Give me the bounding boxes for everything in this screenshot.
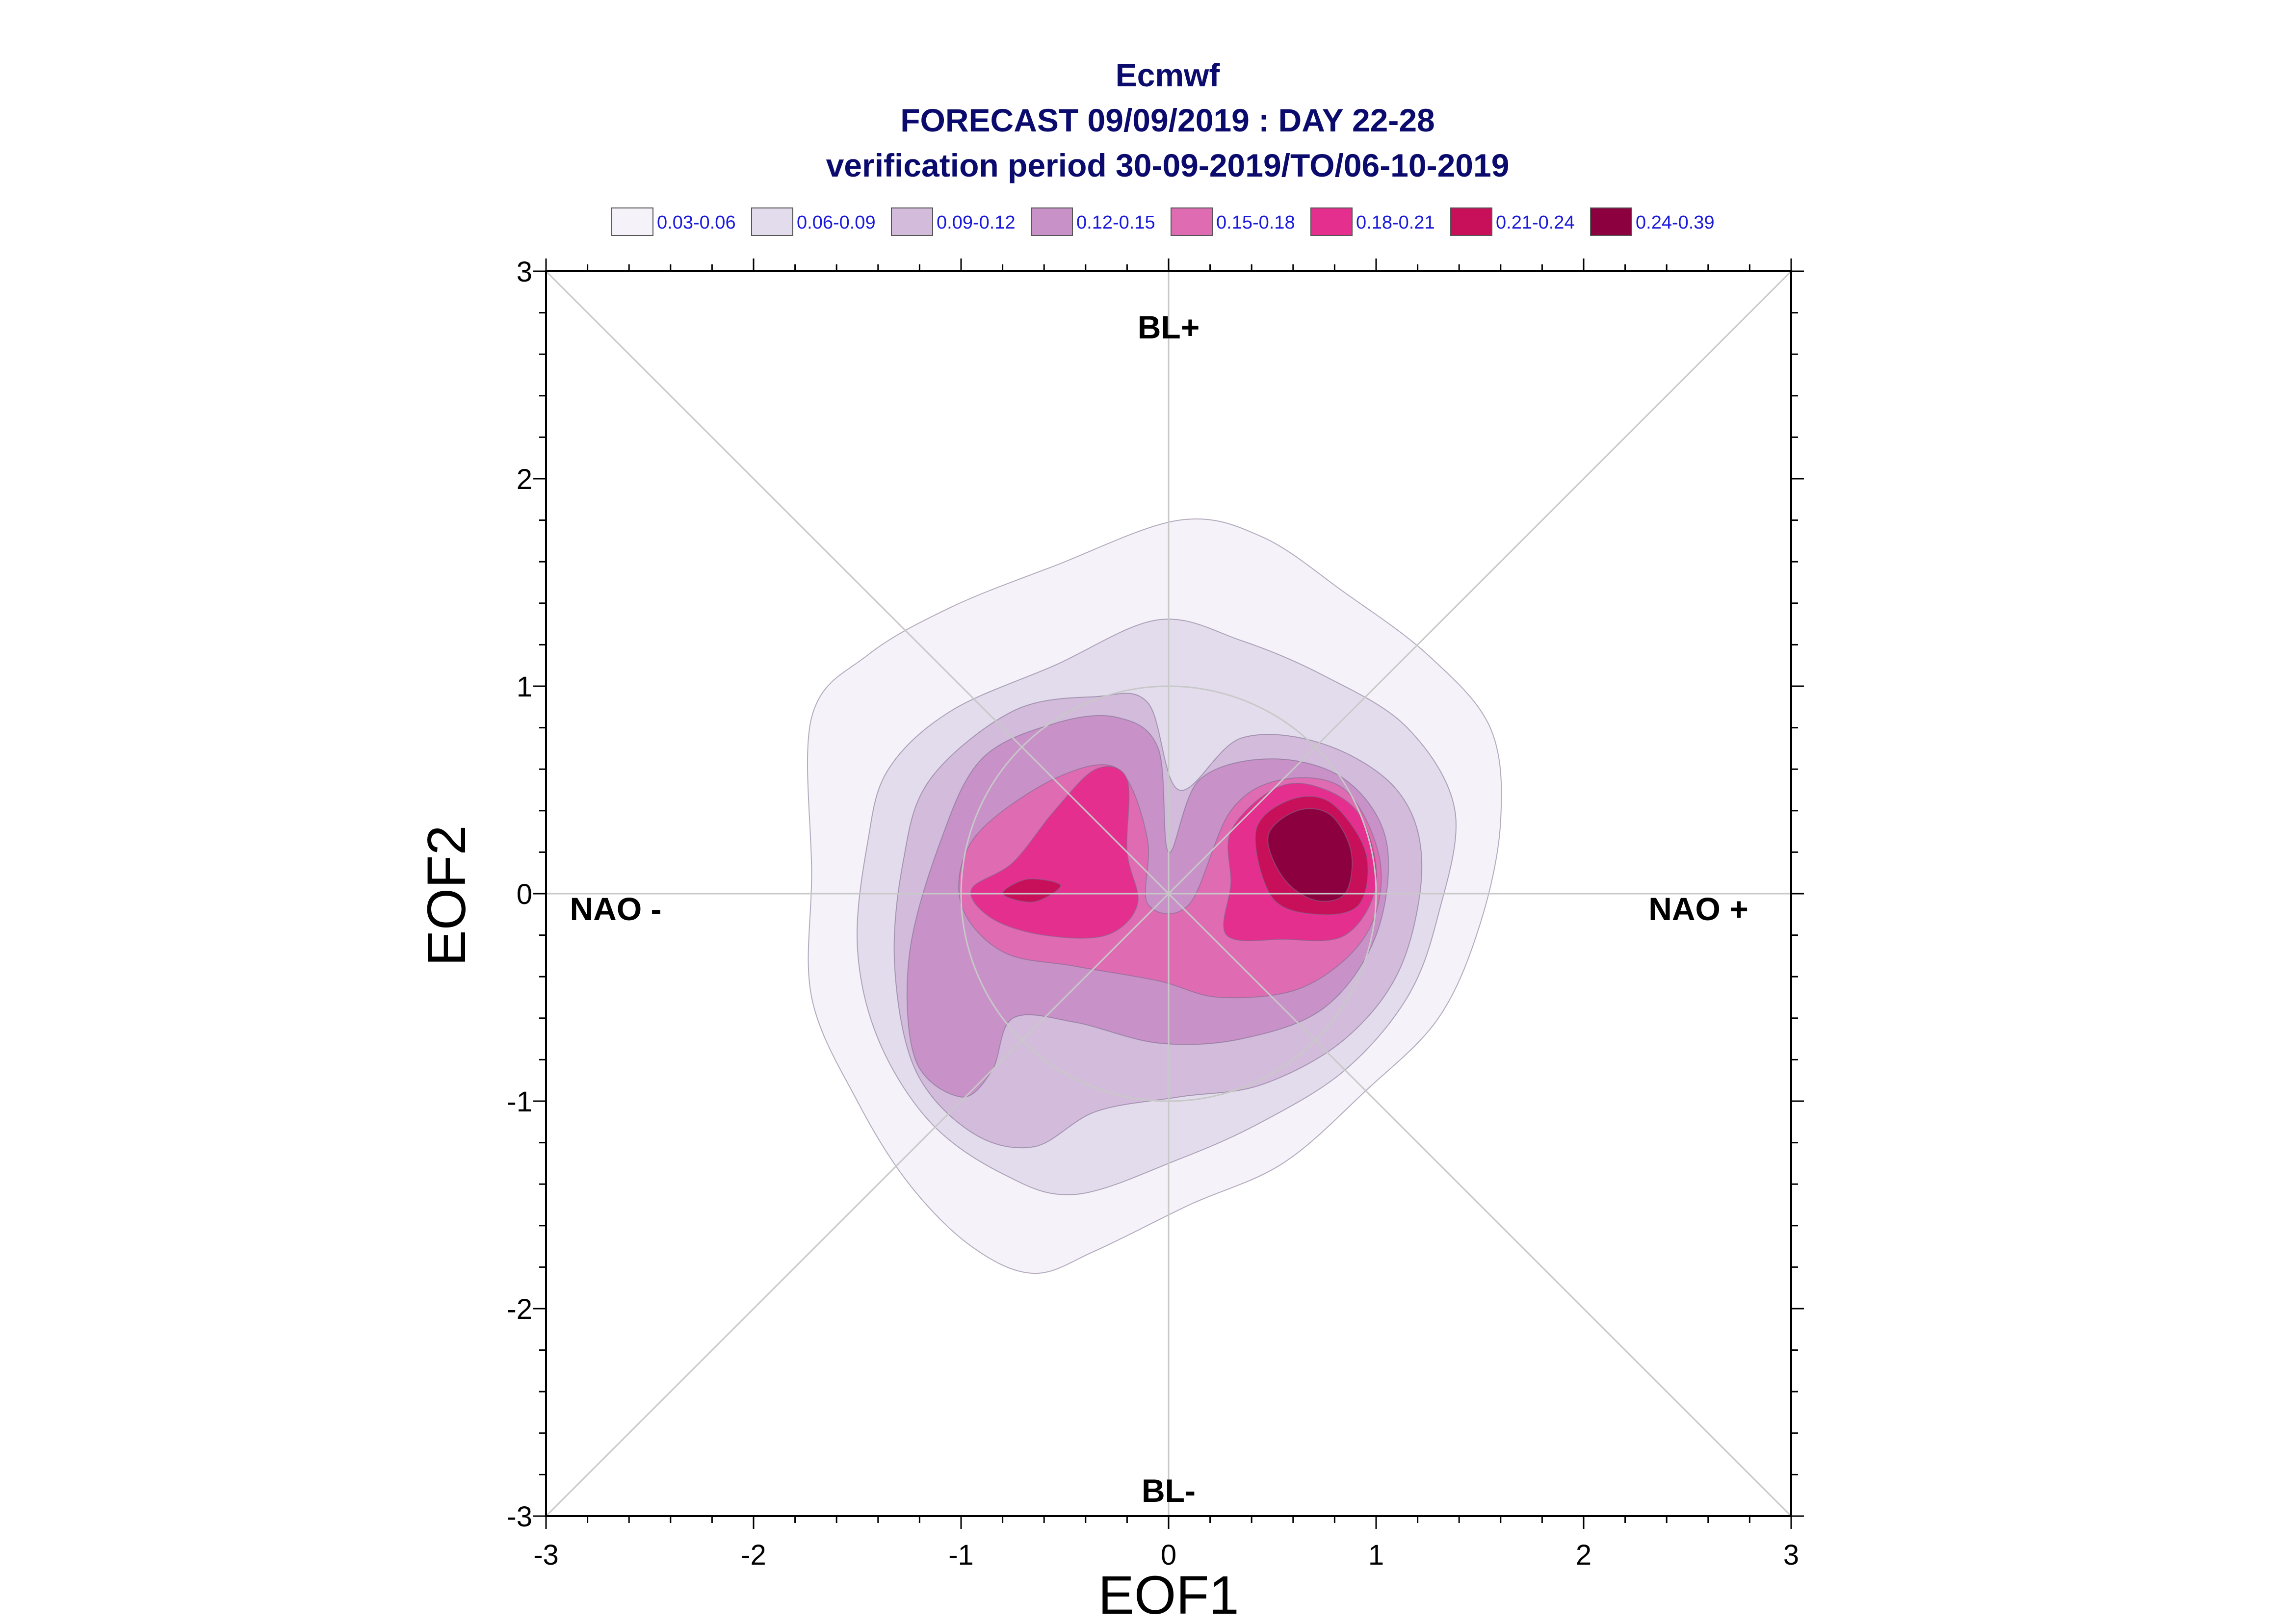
legend-swatch xyxy=(1171,207,1213,236)
x-tick-labels: -3 -2 -1 0 1 2 3 xyxy=(533,1539,1799,1571)
chart-subtitle: FORECAST 09/09/2019 : DAY 22-28 xyxy=(900,102,1435,138)
unit-circle xyxy=(960,685,1377,1102)
y-tick-label: 2 xyxy=(517,464,532,495)
legend-label: 0.21-0.24 xyxy=(1496,212,1575,233)
label-bl-minus: BL- xyxy=(1142,1472,1196,1509)
x-tick-label: 2 xyxy=(1576,1539,1591,1571)
legend-label: 0.18-0.21 xyxy=(1356,212,1435,233)
legend-label: 0.12-0.15 xyxy=(1076,212,1155,233)
legend-swatch xyxy=(1031,207,1073,236)
legend-swatch xyxy=(1310,207,1353,236)
legend-label: 0.24-0.39 xyxy=(1636,212,1715,233)
legend-label: 0.15-0.18 xyxy=(1216,212,1295,233)
guide-lines xyxy=(545,270,1792,1517)
legend: 0.03-0.06 0.06-0.09 0.09-0.12 0.12-0.15 0.15… xyxy=(611,207,1715,236)
legend-label: 0.06-0.09 xyxy=(797,212,876,233)
label-nao-minus: NAO - xyxy=(570,891,662,927)
y-tick-label: 1 xyxy=(517,671,532,703)
legend-label: 0.03-0.06 xyxy=(657,212,736,233)
x-tick-label: -2 xyxy=(741,1539,766,1571)
y-tick-label: 3 xyxy=(517,256,532,288)
y-tick-label: -3 xyxy=(507,1501,532,1533)
axis-ticks xyxy=(533,258,1804,1529)
y-tick-label: -1 xyxy=(507,1086,532,1118)
x-tick-label: 0 xyxy=(1161,1539,1176,1571)
plot-area xyxy=(533,258,1804,1529)
label-nao-plus: NAO + xyxy=(1648,891,1748,927)
y-axis-title: EOF2 xyxy=(417,825,477,966)
y-tick-label: 0 xyxy=(517,878,532,910)
label-bl-plus: BL+ xyxy=(1138,309,1200,345)
x-tick-label: 3 xyxy=(1783,1539,1799,1571)
contour-level-6-7 xyxy=(1002,878,1061,903)
y-tick-label: -2 xyxy=(507,1293,532,1325)
legend-label: 0.09-0.12 xyxy=(937,212,1016,233)
x-tick-label: -1 xyxy=(948,1539,974,1571)
legend-swatch xyxy=(891,207,933,236)
y-tick-labels: -3 -2 -1 0 1 2 3 xyxy=(507,256,532,1533)
x-tick-label: -3 xyxy=(533,1539,559,1571)
density-contours xyxy=(807,518,1502,1274)
chart-subtitle-2: verification period 30-09-2019/TO/06-10-… xyxy=(826,147,1510,183)
x-tick-label: 1 xyxy=(1368,1539,1384,1571)
legend-swatch xyxy=(1590,207,1632,236)
legend-swatch xyxy=(1450,207,1492,236)
legend-swatch xyxy=(611,207,653,236)
legend-swatch xyxy=(751,207,793,236)
chart-title: Ecmwf xyxy=(1116,57,1221,93)
contour-level-7-9 xyxy=(1267,808,1353,902)
x-axis-title: EOF1 xyxy=(1098,1565,1239,1624)
